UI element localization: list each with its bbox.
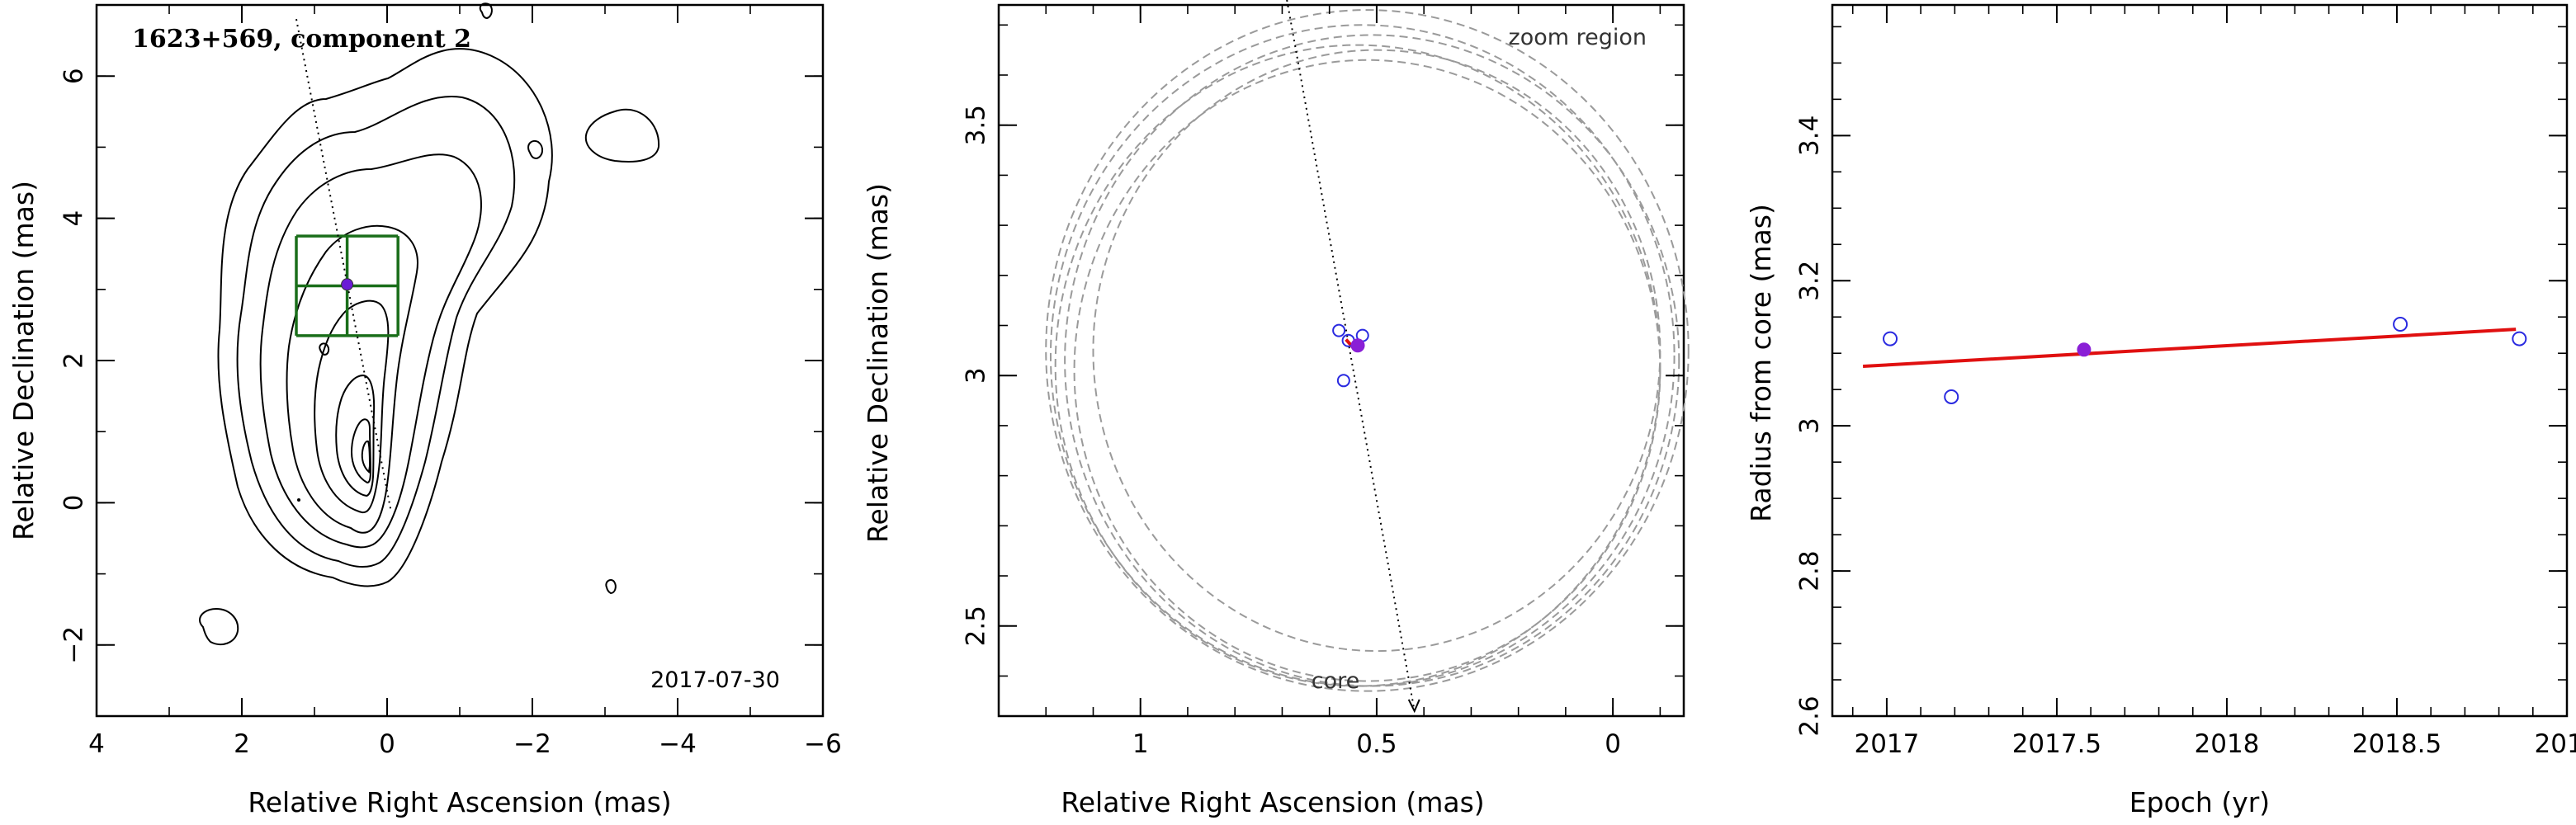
contour-map-tick-labels: 4 2 0 −2 −4 −6 −2 0 2 4 6 [59,68,842,759]
contour-map-ticks [96,4,824,717]
epoch-point [2512,331,2527,346]
radius-epoch-tick-labels: 2017 2017.5 2018 2018.5 2019 2.6 2.8 3 3.2 3.4 [1795,116,2576,759]
zoom-frame [997,3,1685,718]
zoom-panel: 1 0.5 0 2.5 3 3.5 zoom region core Relative R… [862,0,1690,818]
p1-ytick-label: 0 [59,495,89,512]
p2-ytick-label: 2.5 [962,606,991,646]
zoom-ylabel: Relative Declination (mas) [862,183,894,543]
p1-ytick-label: 4 [59,210,89,227]
p2-xtick-label: 1 [1132,729,1149,759]
contour-line-11 [199,607,239,646]
p1-xtick-label: −4 [659,729,697,759]
contour-map-xlabel: Relative Right Ascension (mas) [248,786,671,818]
beam-circle-6 [1092,49,1661,653]
epoch-point [1336,374,1350,388]
contour-line-5 [314,299,390,514]
jet-axis-line [1286,0,1416,712]
contour-line-4 [286,224,418,534]
p3-xtick-label: 2018.5 [2352,729,2441,759]
p1-xtick-label: 0 [379,729,395,759]
radius-epoch-xlabel: Epoch (yr) [2129,786,2270,818]
p3-xtick-label: 2017.5 [2012,729,2101,759]
jet-axis-line [295,19,392,511]
core-label: core [1312,668,1359,694]
p3-xtick-label: 2018 [2195,729,2260,759]
component-marker [341,278,354,291]
p1-xtick-label: −6 [804,729,842,759]
contour-lines [199,2,660,646]
p3-ytick-label: 3.2 [1795,261,1825,301]
p1-ytick-label: 2 [59,352,89,369]
contour-line-6 [335,374,376,497]
radius-epoch-marks [1862,317,2527,404]
contour-map-marks [295,19,392,511]
p3-ytick-label: 3.4 [1795,116,1825,156]
beam-circle-1 [1045,9,1690,692]
p2-xtick-label: 0 [1605,729,1621,759]
contour-line-12 [479,2,493,20]
contour-map-frame [95,3,825,718]
p3-xtick-label: 2017 [1854,729,1919,759]
p3-ytick-label: 2.6 [1795,695,1825,736]
beam-circles [1045,9,1690,692]
zoom-tick-labels: 1 0.5 0 2.5 3 3.5 [962,105,1622,759]
epoch-point [1883,331,1898,346]
p2-ytick-label: 3 [962,367,991,384]
contour-map-ylabel: Relative Declination (mas) [7,181,40,540]
contour-line-7 [350,418,372,484]
zoom-ticks [998,5,1684,716]
p1-xtick-label: 2 [234,729,250,759]
zoom-xlabel: Relative Right Ascension (mas) [1061,786,1484,818]
contour-line-13 [605,579,617,595]
contour-line-3 [259,153,482,549]
beam-circle-2 [1049,24,1676,687]
contour-map-date: 2017-07-30 [650,667,780,693]
radius-epoch-panel: 2017 2017.5 2018 2018.5 2019 2.6 2.8 3 3.2 3.4 Ep… [1745,3,2576,818]
p1-xtick-label: −2 [513,729,551,759]
p2-ytick-label: 3.5 [962,105,991,145]
mean-epoch-point [2077,342,2092,357]
contour-map-panel: 4 2 0 −2 −4 −6 −2 0 2 4 6 1623+569, component 2 20… [7,2,842,818]
p2-xtick-label: 0.5 [1356,729,1397,759]
contour-line-10 [527,139,543,160]
p3-xtick-label: 2019 [2535,729,2576,759]
contour-line-14 [319,342,330,356]
epoch-point [1332,323,1346,337]
contour-map-title: 1623+569, component 2 [132,25,471,54]
contour-line-8 [361,440,371,474]
mean-position-point [1350,338,1365,353]
zoom-region-label: zoom region [1509,25,1647,50]
p3-ytick-label: 3 [1795,417,1825,434]
contour-line-1 [217,48,553,587]
epoch-point [1944,389,1959,404]
p1-ytick-label: −2 [59,626,89,664]
beam-circle-3 [1064,34,1680,687]
p1-ytick-label: 6 [59,68,89,84]
p3-ytick-label: 2.8 [1795,550,1825,591]
zoom-marks [1286,0,1420,714]
fit-line [1862,328,2517,369]
radius-epoch-ticks [1832,5,2568,717]
core-arrowhead [1407,699,1420,714]
radius-epoch-ylabel: Radius from core (mas) [1745,204,1777,522]
contour-line-2 [236,95,516,568]
contour-speck [297,498,300,502]
contour-line-9 [584,108,660,163]
epoch-point [2393,317,2408,332]
radius-epoch-frame [1831,3,2569,718]
p1-xtick-label: 4 [88,729,105,759]
